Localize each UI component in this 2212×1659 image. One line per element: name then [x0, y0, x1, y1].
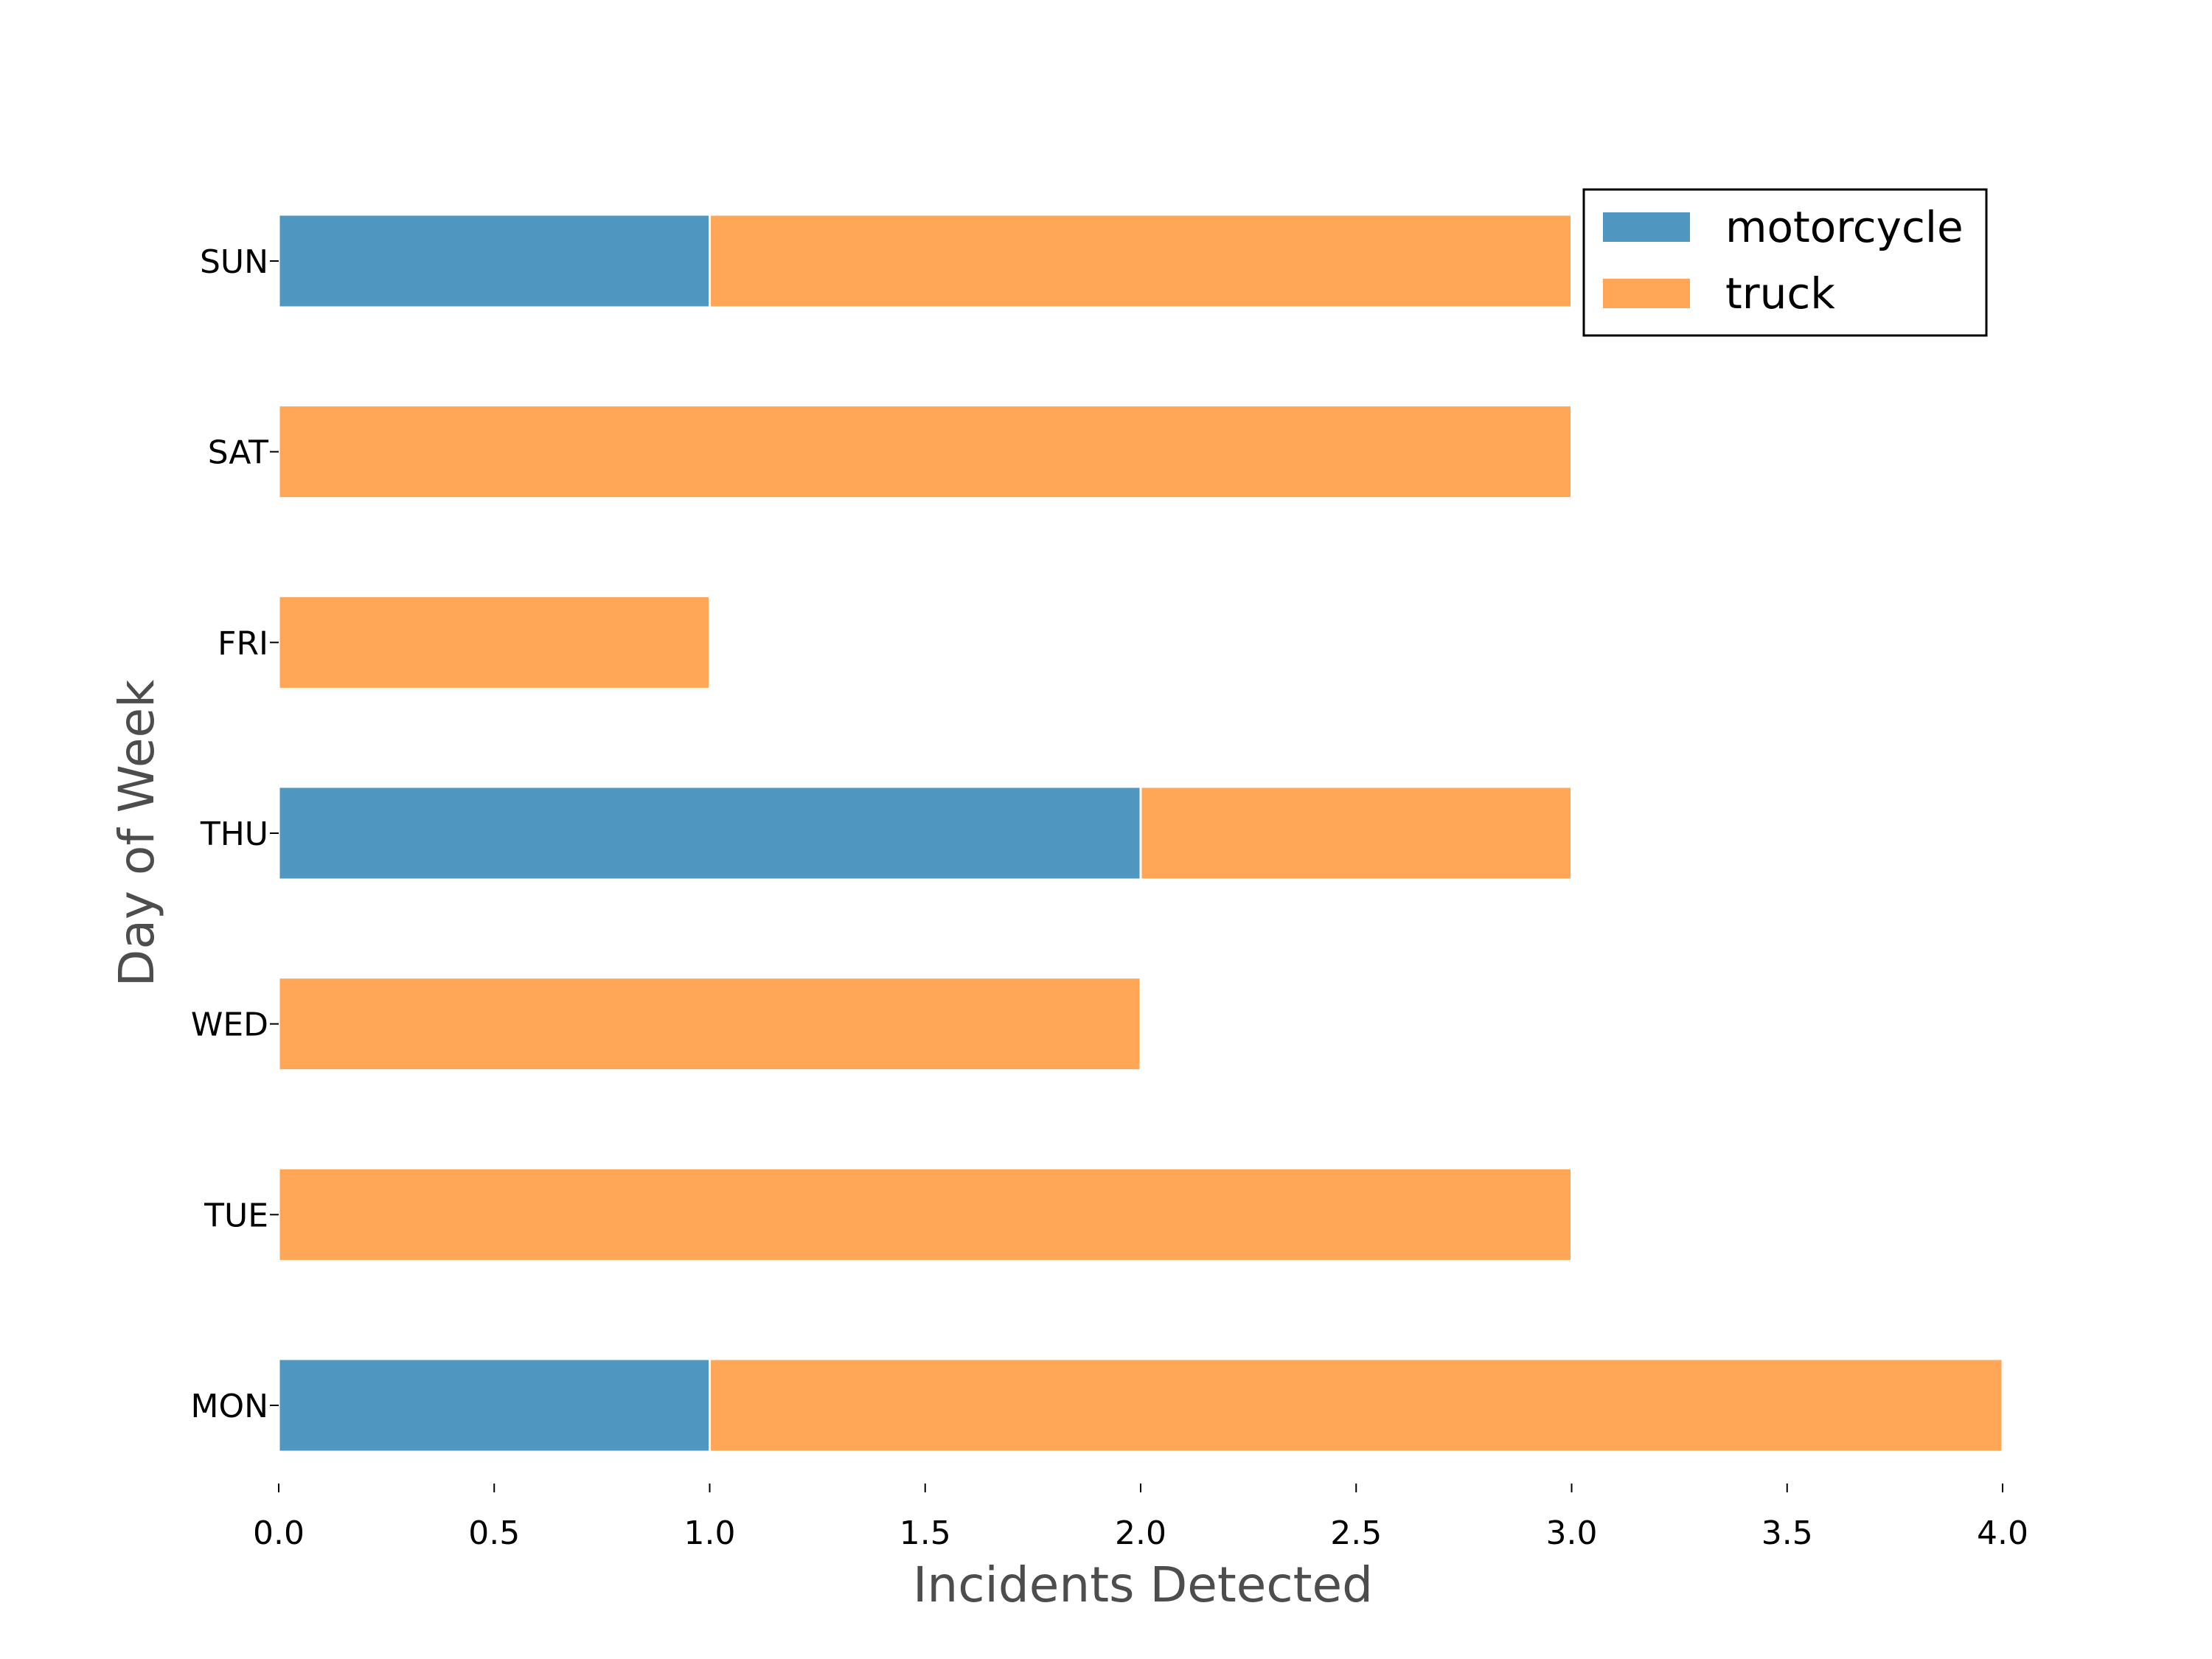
legend-swatch-truck — [1603, 279, 1690, 308]
y-tick-label-sun: SUN — [200, 243, 268, 281]
x-tick-label: 1.5 — [900, 1514, 951, 1552]
legend: motorcycle truck — [1582, 188, 1988, 337]
bar-motorcycle-mon — [277, 1357, 711, 1453]
x-axis-title: Incidents Detected — [913, 1557, 1373, 1613]
bar-truck-fri — [277, 594, 711, 690]
x-tick-label: 0.5 — [468, 1514, 520, 1552]
y-tick-label-thu: THU — [200, 815, 268, 853]
legend-label-truck: truck — [1725, 268, 1835, 319]
bar-motorcycle-thu — [277, 785, 1142, 881]
y-tick-label-fri: FRI — [218, 625, 268, 662]
bar-motorcycle-sun — [277, 213, 711, 309]
bar-truck-sat — [277, 404, 1573, 500]
bar-truck-thu — [1139, 785, 1573, 881]
x-tick-label: 0.0 — [253, 1514, 305, 1552]
x-tick-label: 4.0 — [1977, 1514, 2028, 1552]
bar-truck-sun — [709, 213, 1573, 309]
bar-truck-mon — [709, 1357, 2004, 1453]
y-axis: MON TUE WED THU FRI SAT SUN — [190, 243, 279, 1425]
bar-truck-wed — [277, 976, 1142, 1072]
y-axis-title: Day of Week — [108, 679, 165, 987]
y-tick-label-wed: WED — [191, 1006, 268, 1044]
bars-layer — [277, 213, 2004, 1453]
legend-label-motorcycle: motorcycle — [1725, 202, 1964, 252]
y-tick-label-mon: MON — [190, 1388, 268, 1425]
y-tick-label-sat: SAT — [208, 434, 268, 472]
bar-truck-tue — [277, 1166, 1573, 1262]
x-tick-label: 3.0 — [1546, 1514, 1598, 1552]
y-tick-label-tue: TUE — [204, 1197, 268, 1234]
x-tick-label: 2.5 — [1330, 1514, 1382, 1552]
legend-swatch-motorcycle — [1603, 212, 1690, 242]
x-axis: 0.0 0.5 1.0 1.5 2.0 2.5 3.0 3.5 4.0 — [253, 1484, 2028, 1552]
x-tick-label: 1.0 — [684, 1514, 736, 1552]
x-tick-label: 2.0 — [1115, 1514, 1166, 1552]
x-tick-label: 3.5 — [1761, 1514, 1813, 1552]
